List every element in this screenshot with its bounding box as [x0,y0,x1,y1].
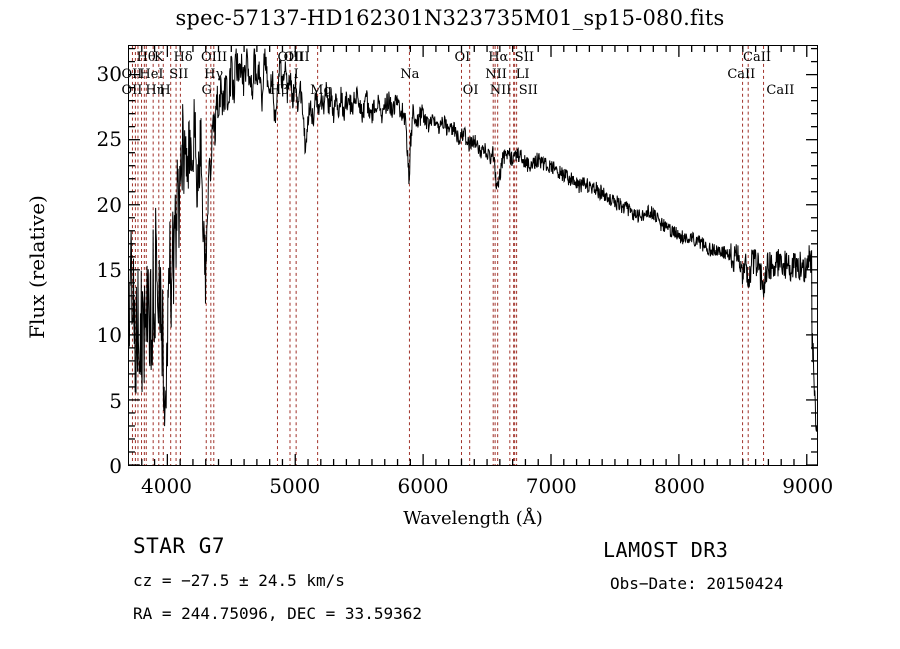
line-markers [131,46,765,465]
axis-ticks [129,46,817,465]
y-tick-label: 5 [109,388,122,413]
x-tick-label: 7000 [525,474,577,498]
x-tick-label: 8000 [654,474,705,498]
y-tick-label: 25 [96,127,122,152]
x-axis-title: Wavelength (Å) [403,508,543,529]
spectrum-trace [129,48,817,432]
y-tick-label: 10 [96,323,122,348]
observation-date-label: Obs−Date: 20150424 [610,574,784,593]
x-tick-label: 9000 [782,474,834,498]
y-axis-tick-labels: 0 5 10 15 20 25 30 [62,0,122,649]
page-title: spec-57137-HD162301N323735M01_sp15-080.f… [175,6,725,30]
coordinates-label: RA = 244.75096, DEC = 33.59362 [133,604,422,623]
x-tick-label: 4000 [141,474,192,498]
x-tick-label: 6000 [397,474,449,498]
spectrum-canvas [129,46,817,465]
survey-label: LAMOST DR3 [603,538,729,562]
object-class-label: STAR G7 [133,534,226,558]
x-tick-label: 5000 [269,474,321,498]
y-axis-title: Flux (relative) [25,195,49,339]
y-tick-label: 0 [109,454,122,478]
y-tick-label: 20 [96,192,122,217]
y-tick-label: 30 [96,61,122,86]
plot-area [128,45,818,466]
redshift-velocity-label: cz = −27.5 ± 24.5 km/s [133,571,345,590]
y-tick-label: 15 [96,257,122,282]
